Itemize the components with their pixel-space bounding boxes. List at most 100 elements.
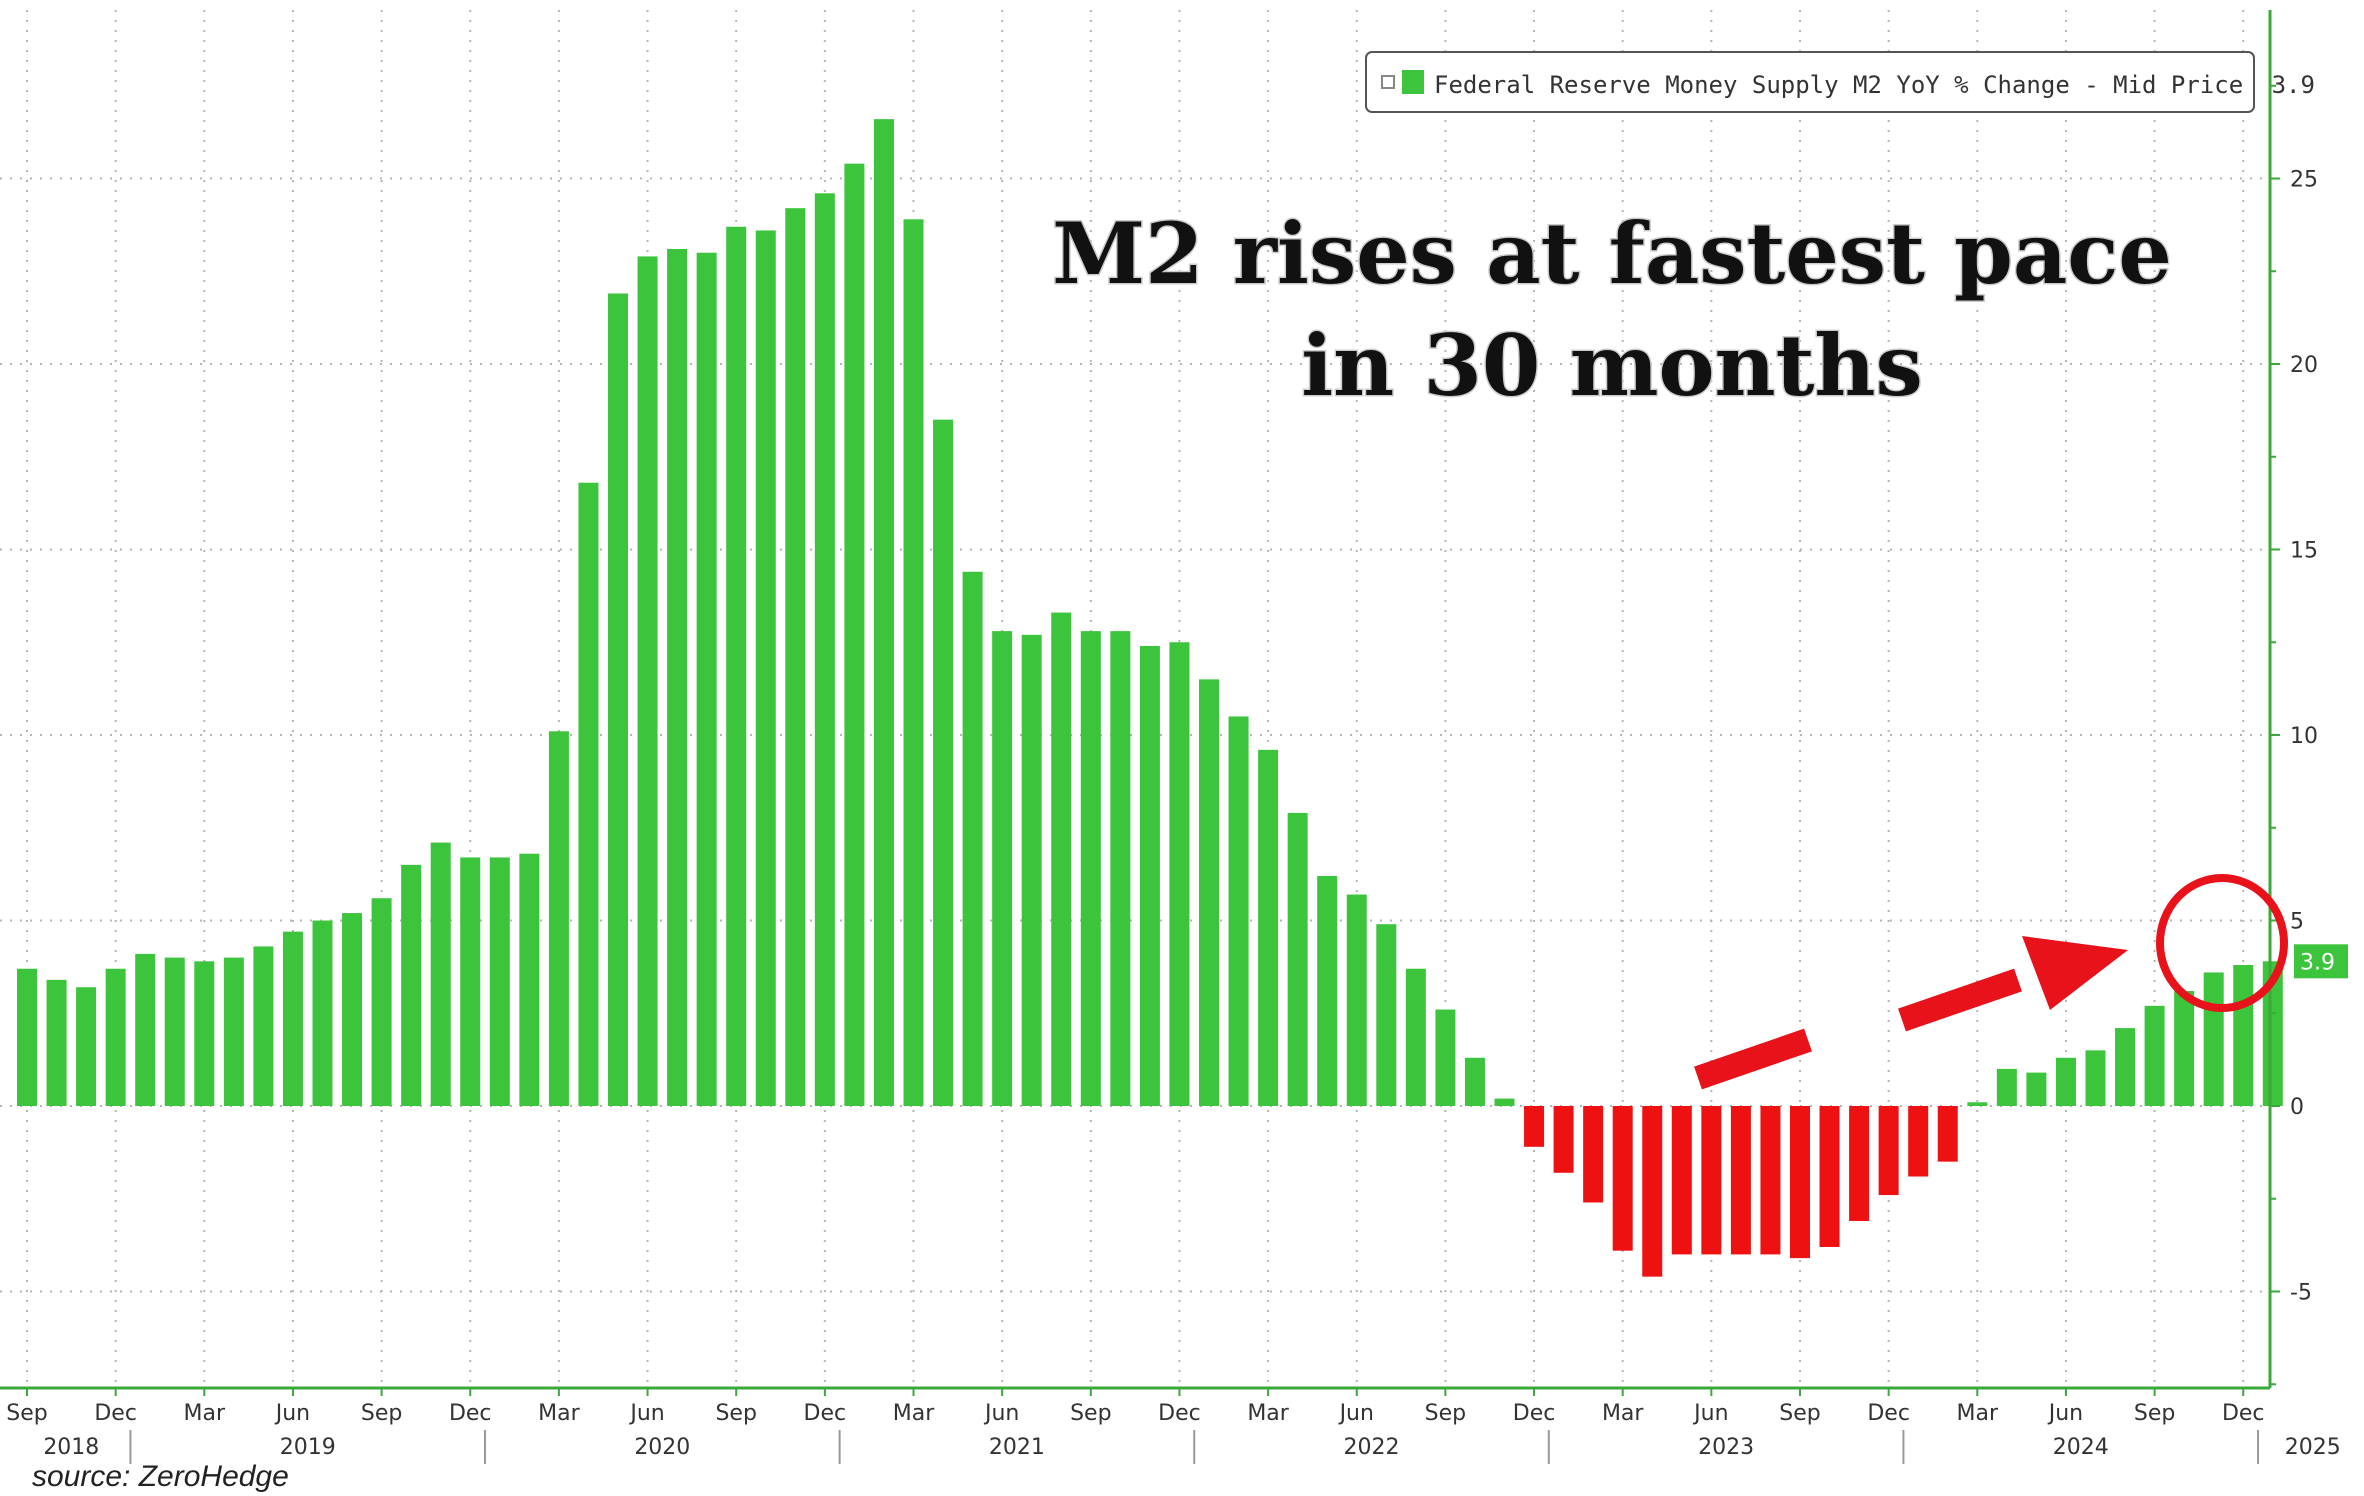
legend-box	[1365, 51, 2255, 113]
bar	[1376, 924, 1397, 1106]
bar	[903, 219, 924, 1106]
legend-label: Federal Reserve Money Supply M2 YoY % Ch…	[1434, 71, 2315, 99]
bar	[1228, 716, 1249, 1106]
y-tick-label: 0	[2290, 1095, 2304, 1120]
bar	[519, 853, 540, 1106]
bar	[312, 920, 333, 1106]
bar	[2233, 965, 2254, 1106]
bar	[1642, 1106, 1663, 1277]
bar	[2174, 990, 2195, 1106]
x-tick-label: Mar	[184, 1401, 226, 1426]
bar	[726, 226, 747, 1107]
y-tick-label: 10	[2290, 724, 2318, 749]
bar	[194, 961, 215, 1106]
bar	[696, 252, 717, 1106]
bar	[814, 193, 835, 1107]
x-tick-label: Sep	[1070, 1401, 1111, 1426]
x-tick-label: Mar	[1602, 1401, 1644, 1426]
bar	[1435, 1009, 1456, 1106]
annotation: M2 rises at fastest pace in 30 months	[1051, 203, 2174, 417]
annotation-line-2: in 30 months	[1301, 316, 1923, 415]
x-tick-label: Dec	[449, 1401, 492, 1426]
bar	[46, 979, 67, 1106]
x-tick-label: Dec	[804, 1401, 847, 1426]
x-year-label: 2023	[1698, 1435, 1754, 1460]
y-tick-label: 5	[2290, 910, 2304, 935]
bar	[785, 208, 806, 1106]
bar	[1080, 631, 1101, 1106]
bar	[1110, 631, 1131, 1106]
bar	[1494, 1098, 1515, 1106]
bar	[1405, 968, 1426, 1106]
bar	[135, 953, 156, 1106]
bar	[164, 957, 185, 1106]
bar	[1730, 1106, 1751, 1255]
bar	[1287, 812, 1308, 1106]
bar	[548, 731, 569, 1106]
legend-collapse-icon[interactable]	[1381, 75, 1395, 89]
x-tick-label: Dec	[1158, 1401, 1201, 1426]
source-label: source: ZeroHedge	[32, 1460, 289, 1493]
x-tick-label: Dec	[2222, 1401, 2265, 1426]
x-year-label: 2024	[2053, 1435, 2109, 1460]
bar	[1760, 1106, 1781, 1255]
bar	[1878, 1106, 1899, 1196]
x-year-label: 2018	[43, 1435, 99, 1460]
bar	[1169, 642, 1190, 1106]
x-year-label: 2025	[2285, 1435, 2341, 1460]
y-tick-label: 20	[2290, 353, 2318, 378]
legend-series-name: Federal Reserve Money Supply M2 YoY % Ch…	[1434, 71, 2243, 99]
legend-last-value: 3.9	[2272, 71, 2315, 99]
bar	[223, 957, 244, 1106]
bar	[2203, 972, 2224, 1106]
bar	[1583, 1106, 1604, 1203]
bar	[1553, 1106, 1574, 1173]
x-tick-label: Mar	[1247, 1401, 1289, 1426]
bar	[844, 163, 865, 1106]
bar	[1524, 1106, 1545, 1147]
bar	[933, 419, 954, 1106]
bar	[371, 898, 392, 1106]
bar	[282, 931, 303, 1106]
x-tick-label: Dec	[1867, 1401, 1910, 1426]
x-tick-label: Sep	[6, 1401, 47, 1426]
bar	[17, 968, 37, 1106]
bar	[1051, 612, 1072, 1106]
bar	[460, 857, 481, 1106]
bar	[1464, 1057, 1485, 1106]
x-tick-label: Mar	[538, 1401, 580, 1426]
bar	[430, 842, 451, 1106]
bar	[1701, 1106, 1722, 1255]
x-tick-label: Sep	[2134, 1401, 2175, 1426]
x-tick-label: Dec	[94, 1401, 137, 1426]
bar	[105, 968, 126, 1106]
bar	[76, 987, 97, 1106]
arrow-dash-2	[1898, 968, 2022, 1032]
legend: Federal Reserve Money Supply M2 YoY % Ch…	[1365, 51, 2315, 113]
bar	[253, 946, 274, 1106]
x-tick-label: Jun	[1338, 1401, 1374, 1426]
x-tick-label: Sep	[361, 1401, 402, 1426]
bar	[637, 256, 658, 1106]
bar	[1199, 679, 1219, 1106]
x-tick-label: Sep	[1779, 1401, 1820, 1426]
last-value-badge: 3.9	[2294, 944, 2348, 979]
last-value-badge-bg	[2294, 944, 2348, 979]
x-tick-label: Jun	[274, 1401, 310, 1426]
x-tick-label: Dec	[1513, 1401, 1556, 1426]
bar	[1937, 1106, 1958, 1162]
x-tick-label: Jun	[1692, 1401, 1728, 1426]
bar	[962, 571, 983, 1106]
bar	[2026, 1072, 2047, 1106]
bar	[342, 913, 363, 1106]
bar	[578, 482, 599, 1107]
bar	[1346, 894, 1367, 1106]
x-tick-label: Sep	[1425, 1401, 1466, 1426]
x-tick-label: Mar	[893, 1401, 935, 1426]
bar	[873, 119, 894, 1106]
x-tick-label: Jun	[2047, 1401, 2083, 1426]
bar	[1790, 1106, 1810, 1259]
bar	[1819, 1106, 1840, 1247]
x-tick-label: Sep	[715, 1401, 756, 1426]
